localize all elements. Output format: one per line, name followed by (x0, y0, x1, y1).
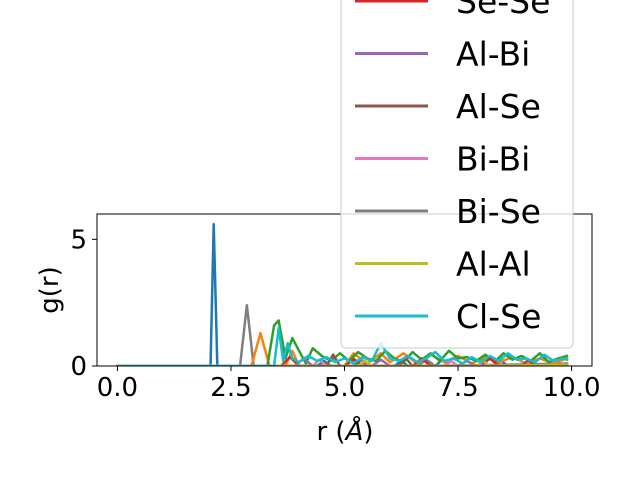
legend-label-0: Se-Se (456, 0, 550, 21)
x-tick-label-3: 7.5 (437, 373, 478, 403)
legend-label-6: Cl-Se (456, 297, 541, 336)
legend: Se-Se Al-Bi Al-Se Bi-Bi Bi-Se Al-Al Cl-Se (340, 0, 574, 349)
x-axis-label: r (Å) (316, 415, 373, 447)
legend-label-1: Al-Bi (456, 35, 530, 74)
series-line-9 (116, 326, 569, 366)
legend-label-5: Al-Al (456, 245, 531, 284)
x-tick-label-0: 0.0 (97, 373, 138, 403)
x-axis-label-close: ) (363, 417, 373, 447)
legend-label-4: Bi-Se (456, 192, 541, 231)
x-axis-ticks: 0.0 2.5 5.0 7.5 10.0 (97, 366, 601, 403)
y-tick-label-1: 5 (70, 225, 87, 255)
x-axis-label-main: r ( (316, 417, 345, 447)
x-tick-label-1: 2.5 (210, 373, 251, 403)
series-layer (116, 222, 569, 366)
series-line-8 (116, 359, 569, 366)
y-axis-label: g(r) (35, 266, 65, 313)
x-tick-label-4: 10.0 (543, 373, 601, 403)
legend-label-2: Al-Se (456, 87, 541, 126)
x-tick-label-2: 5.0 (324, 373, 365, 403)
y-axis-ticks: 05 (70, 225, 97, 382)
legend-label-3: Bi-Bi (456, 140, 530, 179)
series-line-1 (116, 303, 569, 366)
y-tick-label-0: 0 (70, 352, 87, 382)
x-axis-label-unit: Å (344, 415, 364, 447)
legend-box (340, 0, 574, 349)
